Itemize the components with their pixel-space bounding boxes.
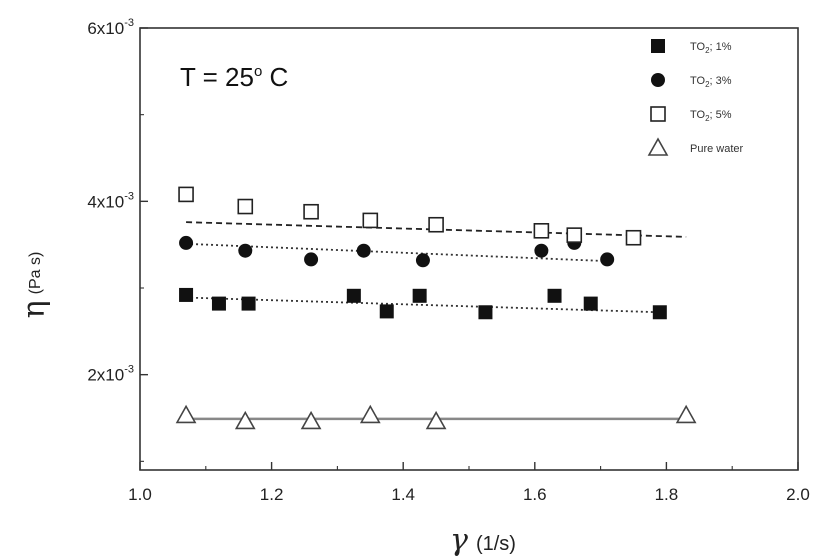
data-point-series-3 [303, 203, 319, 220]
data-point-series-4 [359, 404, 381, 424]
x-tick-label: 1.6 [523, 485, 547, 504]
x-tick-label: 2.0 [786, 485, 810, 504]
data-point-series-1 [547, 288, 562, 303]
legend: TO2; 1% TO2; 3% TO2; 5% Pure water [647, 39, 744, 156]
data-point-series-1 [179, 287, 194, 302]
y-tick-label: 4x10-3 [87, 190, 134, 211]
data-point-series-1 [583, 296, 598, 311]
legend-label: Pure water [690, 143, 744, 155]
legend-label: TO2; 5% [690, 109, 732, 123]
data-point-series-3 [566, 227, 583, 243]
data-point-series-1 [478, 305, 493, 320]
data-point-series-2 [304, 252, 319, 267]
data-point-series-4 [675, 404, 697, 424]
x-tick-label: 1.2 [260, 485, 284, 504]
axis-ticks: 1.0 1.2 1.4 1.6 1.8 2.0 2x10-3 4x10-3 6x10-3 [87, 17, 809, 504]
data-point-series-1 [652, 305, 667, 320]
data-point-series-4 [425, 410, 447, 430]
data-markers [175, 186, 697, 430]
legend-marker [650, 106, 666, 122]
data-point-series-2 [238, 243, 253, 258]
x-axis-label: γ (1/s) [450, 523, 516, 558]
data-point-series-3 [533, 223, 550, 239]
data-point-series-1 [346, 288, 361, 303]
y-axis-label: η(Pa s) [17, 252, 52, 319]
legend-marker [651, 39, 665, 53]
data-point-series-3 [428, 216, 444, 233]
data-point-series-2 [415, 253, 430, 268]
data-point-series-2 [179, 235, 194, 250]
x-tick-label: 1.4 [391, 485, 415, 504]
legend-marker [647, 137, 669, 156]
data-point-series-4 [175, 404, 197, 424]
fit-line-series-1 [186, 296, 660, 314]
data-point-series-3 [625, 229, 642, 246]
legend-label: TO2; 1% [690, 41, 732, 55]
data-point-series-2 [534, 243, 549, 258]
y-tick-label: 6x10-3 [87, 17, 134, 38]
data-point-series-3 [178, 186, 194, 203]
data-point-series-4 [300, 410, 322, 430]
x-tick-label: 1.8 [655, 485, 679, 504]
data-point-series-3 [362, 212, 379, 229]
data-point-series-1 [241, 296, 256, 311]
data-point-series-1 [412, 288, 427, 303]
data-point-series-1 [379, 304, 394, 319]
y-tick-label: 2x10-3 [87, 364, 134, 385]
fit-line-series-2 [186, 242, 608, 263]
temperature-annotation: T = 25o C [180, 62, 288, 92]
data-point-series-2 [356, 243, 371, 258]
legend-label: TO2; 3% [690, 75, 732, 89]
data-point-series-3 [237, 198, 254, 215]
data-point-series-2 [600, 252, 615, 267]
x-tick-label: 1.0 [128, 485, 152, 504]
data-point-series-1 [211, 296, 226, 311]
data-point-series-4 [234, 410, 256, 430]
legend-marker [651, 73, 665, 87]
